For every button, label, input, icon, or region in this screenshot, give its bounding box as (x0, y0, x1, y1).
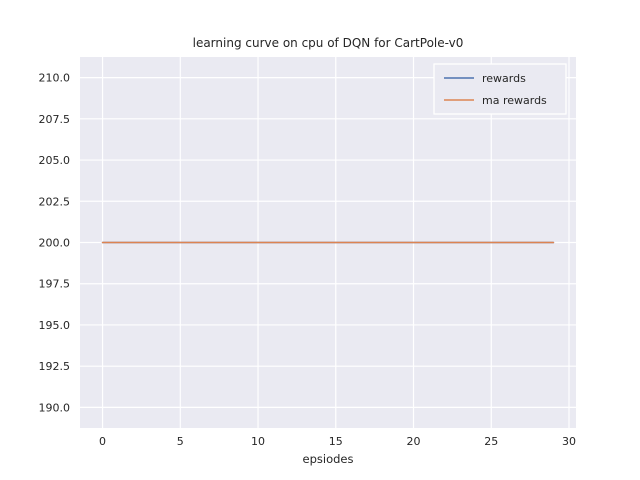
y-tick-label: 202.5 (39, 195, 71, 208)
y-tick-label: 195.0 (39, 319, 71, 332)
y-tick-label: 192.5 (39, 360, 71, 373)
legend-label: ma rewards (482, 94, 547, 107)
y-tick-label: 200.0 (39, 237, 71, 250)
legend: rewards ma rewards (433, 63, 567, 115)
y-tick-label: 197.5 (39, 278, 71, 291)
legend-label: rewards (482, 72, 526, 85)
x-tick-label: 5 (177, 435, 184, 448)
x-tick-label: 0 (99, 435, 106, 448)
chart-title: learning curve on cpu of DQN for CartPol… (192, 36, 464, 50)
y-tick-label: 190.0 (39, 401, 71, 414)
x-axis-label: epsiodes (302, 452, 354, 466)
y-tick-label: 207.5 (39, 113, 71, 126)
x-tick-label: 10 (251, 435, 265, 448)
x-tick-label: 20 (407, 435, 421, 448)
y-tick-label: 210.0 (39, 72, 71, 85)
legend-box (433, 63, 567, 115)
x-tick-label: 30 (562, 435, 576, 448)
x-tick-label: 15 (329, 435, 343, 448)
x-tick-label: 25 (484, 435, 498, 448)
y-tick-label: 205.0 (39, 154, 71, 167)
tick-labels: 190.0 192.5 195.0 197.5 200.0 202.5 205.0 207.5… (39, 72, 577, 448)
